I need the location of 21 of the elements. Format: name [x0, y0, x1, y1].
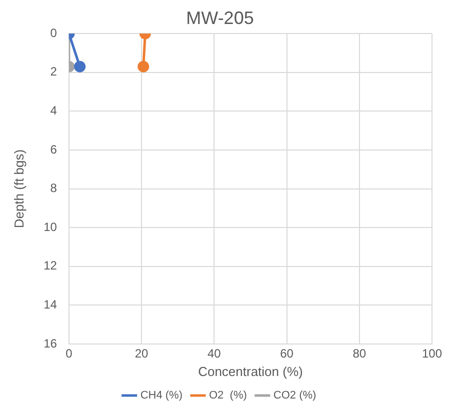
y-axis-title: Depth (ft bgs)	[11, 149, 26, 228]
x-tick-label: 0	[66, 346, 73, 361]
x-tick-label: 60	[280, 346, 294, 361]
x-tick-label: 40	[207, 346, 222, 361]
y-tick-label: 12	[44, 258, 58, 273]
chart-title: MW-205	[186, 8, 254, 28]
x-axis-title: Concentration (%)	[198, 364, 303, 379]
legend-label: CO2 (%)	[273, 390, 316, 402]
y-tick-label: 2	[50, 64, 58, 79]
x-tick-label: 80	[352, 346, 366, 361]
x-tick-label: 100	[422, 346, 442, 361]
y-tick-label: 6	[50, 142, 58, 156]
legend-label: CH4 (%)	[140, 390, 182, 402]
y-tick-label: 8	[50, 181, 58, 196]
y-tick-label: 16	[44, 336, 58, 350]
y-tick-label: 14	[44, 298, 58, 312]
legend-label: O2 (%)	[208, 390, 247, 402]
y-tick-label: 4	[50, 104, 58, 118]
x-tick-label: 20	[134, 346, 149, 361]
y-tick-label: 0	[50, 26, 58, 40]
y-tick-label: 10	[44, 220, 58, 234]
